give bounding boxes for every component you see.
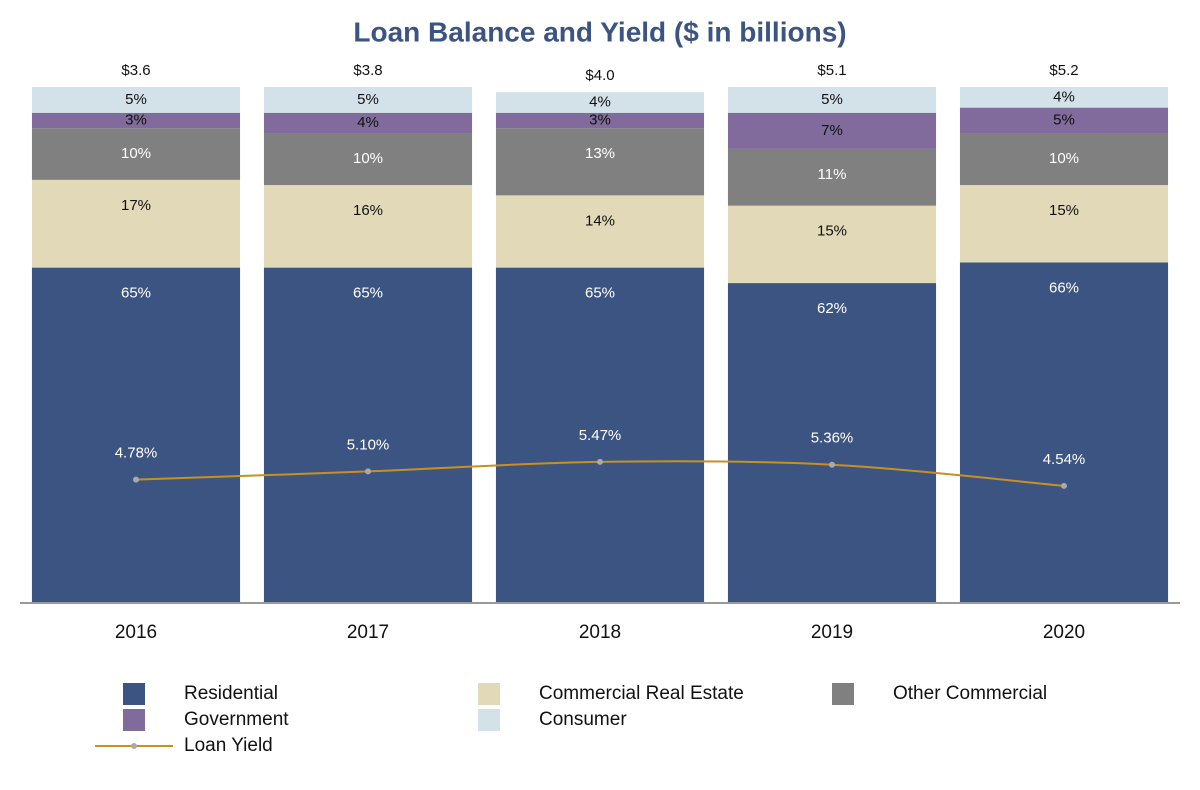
bar-segment bbox=[263, 133, 473, 186]
bar-segment bbox=[727, 112, 937, 149]
data-label: 3% bbox=[125, 112, 147, 129]
data-label: 11% bbox=[818, 166, 847, 183]
data-label: 10% bbox=[1049, 150, 1079, 167]
data-label: 66% bbox=[1049, 279, 1079, 296]
data-label: 65% bbox=[121, 285, 151, 302]
line-marker bbox=[1061, 482, 1067, 489]
legend-swatch bbox=[832, 683, 854, 705]
line-marker bbox=[829, 461, 835, 468]
x-tick-label: 2018 bbox=[579, 622, 621, 643]
bar-segment bbox=[495, 128, 705, 196]
bar-segment bbox=[495, 92, 705, 113]
legend-swatch bbox=[123, 683, 145, 705]
bar-segment bbox=[495, 267, 705, 603]
data-label: 5.47% bbox=[579, 427, 622, 444]
line-marker bbox=[597, 458, 603, 465]
x-tick-label: 2020 bbox=[1043, 622, 1085, 643]
data-label: 5% bbox=[1053, 112, 1075, 129]
data-label: 15% bbox=[1049, 202, 1079, 219]
legend-swatch bbox=[123, 709, 145, 731]
bar-segment bbox=[263, 112, 473, 134]
data-label: 17% bbox=[121, 197, 151, 214]
data-label: 4% bbox=[357, 114, 379, 131]
bar-segment bbox=[31, 128, 241, 180]
bar-segment bbox=[263, 87, 473, 113]
total-label: $5.1 bbox=[817, 62, 846, 79]
bar-segment bbox=[263, 185, 473, 268]
data-label: 4% bbox=[589, 93, 611, 110]
data-label: 65% bbox=[585, 285, 615, 302]
total-label: $4.0 bbox=[585, 67, 614, 84]
data-label: 14% bbox=[585, 212, 615, 229]
bar-segment bbox=[263, 267, 473, 603]
data-label: 16% bbox=[353, 202, 383, 219]
data-label: 62% bbox=[817, 300, 847, 317]
bar-segment bbox=[31, 112, 241, 129]
data-label: 10% bbox=[121, 145, 151, 162]
bar-segment bbox=[495, 195, 705, 268]
legend-label: Loan Yield bbox=[184, 735, 273, 756]
line-marker bbox=[365, 468, 371, 475]
data-label: 5% bbox=[821, 91, 843, 108]
data-label: 10% bbox=[353, 150, 383, 167]
data-label: 3% bbox=[589, 112, 611, 129]
x-tick-label: 2017 bbox=[347, 622, 389, 643]
bar-segment bbox=[31, 267, 241, 603]
line-marker bbox=[133, 476, 139, 483]
data-label: 15% bbox=[817, 223, 847, 240]
bar-segment bbox=[31, 87, 241, 113]
data-label: 7% bbox=[821, 122, 843, 139]
bar-segment bbox=[959, 262, 1169, 603]
total-label: $3.6 bbox=[121, 62, 150, 79]
x-tick-label: 2019 bbox=[811, 622, 853, 643]
bar-segment bbox=[959, 87, 1169, 108]
legend-label: Government bbox=[184, 709, 289, 730]
total-label: $3.8 bbox=[353, 62, 382, 79]
legend-label: Residential bbox=[184, 683, 278, 704]
data-label: 5% bbox=[125, 91, 147, 108]
data-label: 13% bbox=[585, 145, 615, 162]
data-label: 5% bbox=[357, 91, 379, 108]
data-label: 4.54% bbox=[1043, 451, 1086, 468]
bar-segment bbox=[959, 107, 1169, 134]
bar-segment bbox=[727, 87, 937, 113]
bar-segment bbox=[959, 133, 1169, 186]
bar-segment bbox=[495, 112, 705, 129]
legend-label: Other Commercial bbox=[893, 683, 1047, 704]
data-label: 65% bbox=[353, 285, 383, 302]
legend-swatch bbox=[478, 709, 500, 731]
bar-segment bbox=[727, 205, 937, 284]
data-label: 4% bbox=[1053, 88, 1075, 105]
bar-segment bbox=[959, 185, 1169, 263]
bar-segment bbox=[31, 179, 241, 268]
legend-label: Consumer bbox=[539, 709, 627, 730]
legend-swatch-marker bbox=[131, 743, 137, 749]
bar-segment bbox=[727, 148, 937, 206]
data-label: 4.78% bbox=[115, 445, 158, 462]
legend-swatch bbox=[478, 683, 500, 705]
data-label: 5.36% bbox=[811, 430, 854, 447]
chart-title: Loan Balance and Yield ($ in billions) bbox=[353, 16, 846, 47]
data-label: 5.10% bbox=[347, 436, 390, 453]
legend-label: Commercial Real Estate bbox=[539, 683, 744, 704]
bar-segment bbox=[727, 283, 937, 603]
x-tick-label: 2016 bbox=[115, 622, 157, 643]
total-label: $5.2 bbox=[1049, 62, 1078, 79]
